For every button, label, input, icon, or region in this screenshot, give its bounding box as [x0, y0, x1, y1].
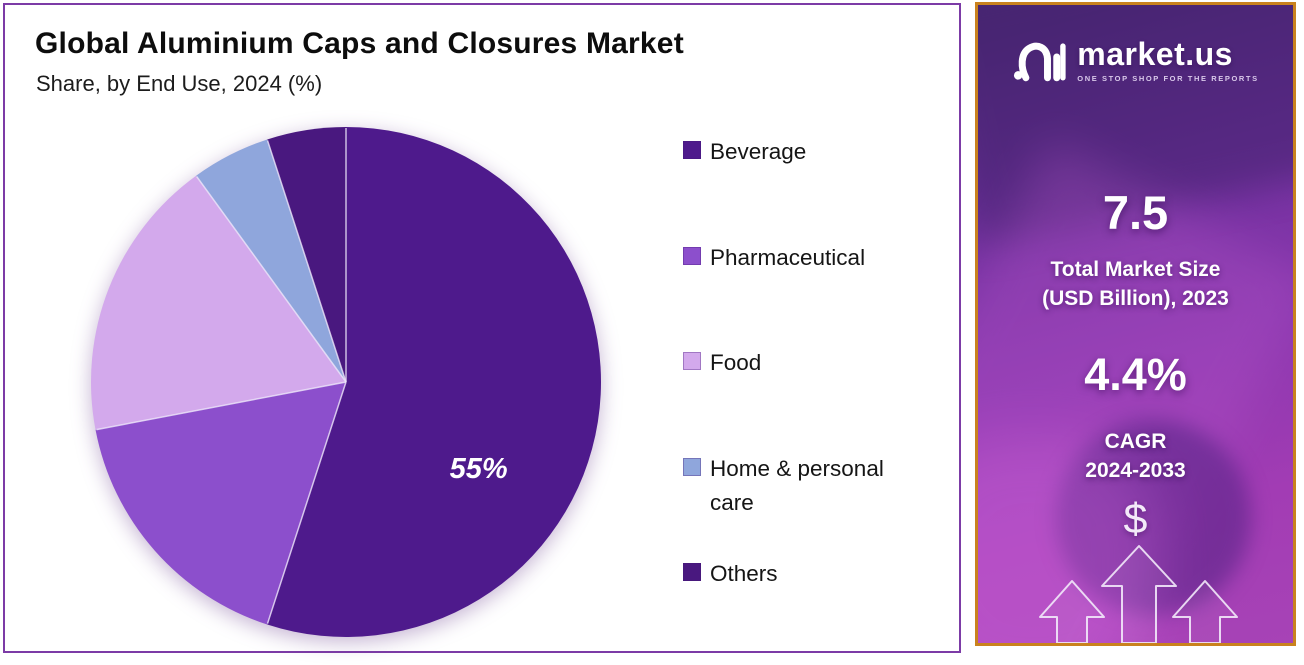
cagr-label: CAGR 2024-2033 — [978, 427, 1293, 486]
pie-labels: 55% — [450, 453, 508, 485]
market-size-label-line2: (USD Billion), 2023 — [1042, 287, 1229, 311]
pie-slice-pharmaceutical — [95, 382, 346, 625]
growth-arrows-icon — [1039, 545, 1238, 643]
arrow-up-middle — [1101, 545, 1177, 643]
chart-title: Global Aluminium Caps and Closures Marke… — [35, 27, 684, 60]
legend-swatch-pharmaceutical — [683, 246, 701, 265]
market-us-logo: market.us ONE STOP SHOP FOR THE REPORTS — [978, 33, 1293, 87]
legend-label-beverage: Beverage — [710, 139, 807, 164]
legend-swatch-food — [683, 352, 701, 370]
cagr-value: 4.4% — [1084, 349, 1187, 400]
dollar-icon: $ — [1123, 495, 1148, 543]
pie-chart: 55% — [91, 127, 601, 637]
legend-swatch-home-personal-care — [683, 457, 701, 476]
legend-item-pharmaceutical: Pharmaceutical — [683, 241, 915, 276]
legend-label-home-personal-care: Home & personal care — [710, 455, 884, 516]
legend-swatch-others — [683, 563, 701, 581]
pie-slice-divider — [266, 381, 347, 624]
market-size-value: 7.5 — [1102, 186, 1169, 239]
pie-slice-beverage — [267, 127, 601, 637]
chart-panel: Global Aluminium Caps and Closures Marke… — [3, 3, 961, 653]
market-size-label: Total Market Size (USD Billion), 2023 — [978, 255, 1293, 314]
pie-slice-divider — [96, 381, 347, 431]
pie-legend: Beverage Pharmaceutical Food Home & persona… — [683, 135, 938, 625]
pie-slice-food — [91, 175, 346, 430]
pie-slice-divider — [266, 140, 347, 383]
pie-slice-others — [267, 127, 346, 382]
brand-sidebar: market.us ONE STOP SHOP FOR THE REPORTS … — [975, 2, 1296, 646]
legend-label-pharmaceutical: Pharmaceutical — [710, 244, 866, 270]
legend-label-food: Food — [710, 350, 762, 375]
pie-slices — [91, 127, 601, 637]
chart-subtitle: Share, by End Use, 2024 (%) — [36, 71, 323, 96]
market-size-label-line1: Total Market Size — [1050, 258, 1221, 281]
market-us-logo-icon — [1014, 42, 1066, 82]
legend-item-others: Others — [683, 557, 915, 592]
pie-slice-divider — [196, 176, 347, 383]
legend-label-others: Others — [710, 561, 778, 586]
arrow-up-left — [1039, 580, 1105, 643]
pie-slice-dividers — [96, 128, 347, 624]
arrow-up-right — [1172, 580, 1238, 643]
cagr-label-line2: 2024-2033 — [1085, 459, 1186, 483]
legend-item-food: Food — [683, 346, 915, 381]
cagr-label-line1: CAGR — [1104, 430, 1167, 453]
pie-slice-home-personal-care — [196, 139, 346, 382]
logo-tagline: ONE STOP SHOP FOR THE REPORTS — [1077, 73, 1259, 83]
legend-item-home-personal-care: Home & personal care — [683, 452, 915, 522]
legend-swatch-beverage — [683, 141, 701, 159]
legend-item-beverage: Beverage — [683, 135, 915, 170]
pie-slice-value-label: 55% — [450, 453, 508, 485]
logo-name: market.us — [1077, 35, 1233, 72]
